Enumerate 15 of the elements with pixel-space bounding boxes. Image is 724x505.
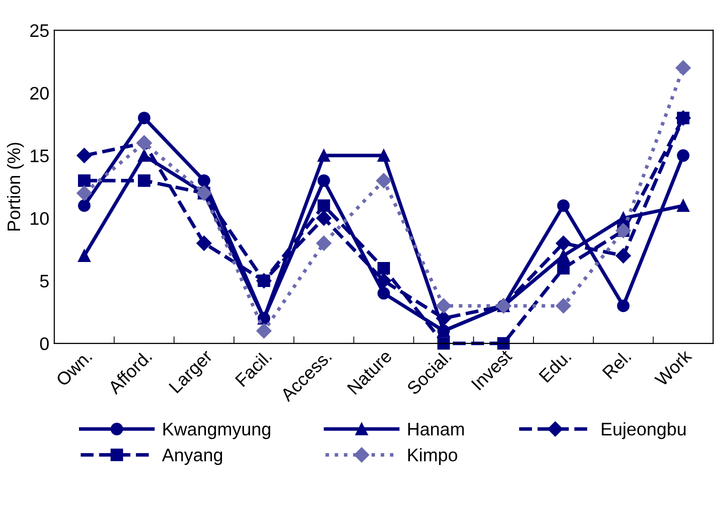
y-tick-label: 25 (30, 24, 49, 38)
x-tick-label: Rel. (602, 349, 632, 380)
y-axis-title: Portion (%) (6, 142, 24, 231)
y-tick-label: 20 (30, 86, 49, 100)
legend-label: Kwangmyung (163, 422, 270, 440)
legend-label: Kimpo (408, 448, 458, 465)
legend-label: Eujeongbu (602, 422, 686, 440)
x-tick-label: Edu. (538, 349, 572, 383)
y-tick-label: 5 (40, 274, 49, 288)
y-tick-label: 0 (40, 337, 49, 350)
y-tick-label: 10 (30, 212, 49, 225)
y-tick-label: 15 (30, 150, 49, 162)
legend-label: Anyang (162, 448, 222, 465)
x-tick-label: Own. (55, 350, 92, 387)
legend-label: Hanam (408, 422, 464, 436)
